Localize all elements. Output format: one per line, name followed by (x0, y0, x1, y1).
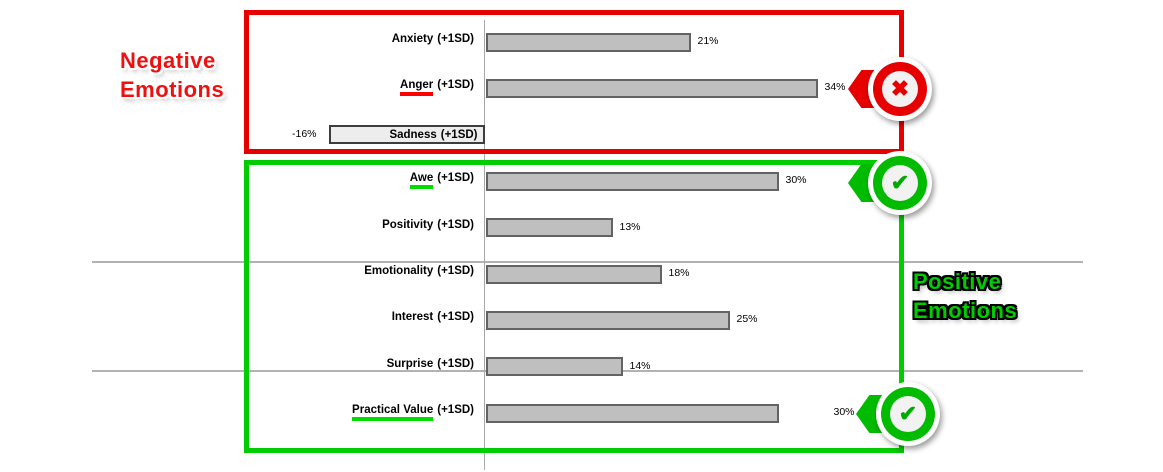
badge-circle: ✔ (873, 156, 927, 210)
value-label-interest: 25% (736, 313, 758, 326)
badge-ring: ✖ (868, 57, 932, 121)
category-label-interest: Interest (+1SD) (214, 311, 474, 323)
category-label-anxiety: Anxiety (+1SD) (214, 33, 474, 45)
value-label-practical-value: 30% (833, 406, 855, 419)
negative-title-line1: Negative (120, 48, 216, 73)
category-label-word: Anger (400, 79, 434, 97)
category-label-inside-bar: Sadness (+1SD) (389, 129, 477, 141)
category-label-word: Anxiety (391, 33, 434, 45)
category-label-emotionality: Emotionality (+1SD) (214, 265, 474, 277)
category-label-word: Positivity (382, 218, 434, 231)
negative-emotions-title: Negative Emotions (120, 46, 224, 104)
badge-circle: ✔ (881, 387, 935, 441)
category-label-anger: Anger (+1SD) (214, 79, 474, 97)
category-label-suffix: (+1SD) (440, 128, 478, 141)
category-label-suffix: (+1SD) (437, 265, 474, 277)
bar-awe (486, 171, 779, 191)
category-label-word: Surprise (386, 357, 434, 370)
positive-title-line1: Positive (913, 269, 1002, 294)
category-label-practical-value: Practical Value (+1SD) (214, 404, 474, 422)
value-label-awe: 30% (785, 174, 807, 187)
badge-inner-circle: ✔ (890, 396, 926, 432)
category-label-positivity: Positivity (+1SD) (214, 219, 474, 231)
value-label-anger: 34% (824, 81, 846, 94)
badge-ring: ✔ (868, 151, 932, 215)
positive-title-line2: Emotions (913, 298, 1018, 323)
approved-badge-awe: ✔ (848, 151, 934, 215)
approved-badge-practical-value: ✔ (856, 382, 942, 446)
badge-circle: ✖ (873, 62, 927, 116)
value-label-surprise: 14% (629, 359, 651, 372)
positive-emotions-title: Positive Emotions (913, 267, 1017, 325)
badge-ring: ✔ (876, 382, 940, 446)
category-label-awe: Awe (+1SD) (214, 172, 474, 190)
bar-sadness: Sadness (+1SD) (328, 125, 485, 145)
category-label-surprise: Surprise (+1SD) (214, 358, 474, 370)
gridline-upper (92, 261, 1083, 263)
category-label-suffix: (+1SD) (437, 172, 474, 185)
check-icon: ✔ (890, 170, 910, 195)
bar-practical-value (486, 403, 779, 423)
category-label-suffix: (+1SD) (437, 357, 474, 370)
value-label-anxiety: 21% (697, 35, 719, 47)
badge-inner-circle: ✖ (882, 71, 918, 107)
zero-axis-line (484, 20, 485, 470)
bar-emotionality (486, 264, 662, 284)
category-label-suffix: (+1SD) (437, 404, 474, 417)
check-icon: ✔ (898, 401, 918, 426)
category-label-word: Practical Value (352, 404, 434, 422)
category-label-word: Sadness (389, 128, 437, 141)
positive-emotions-box (244, 160, 904, 453)
bar-interest (486, 310, 730, 330)
value-label-emotionality: 18% (668, 267, 690, 279)
negative-title-line2: Emotions (120, 77, 225, 102)
badge-inner-circle: ✔ (882, 165, 918, 201)
category-label-suffix: (+1SD) (437, 79, 474, 92)
bar-positivity (486, 218, 613, 238)
x-icon: ✖ (890, 76, 910, 101)
value-label-sadness: -16% (291, 127, 317, 140)
category-label-suffix: (+1SD) (437, 218, 474, 231)
category-label-suffix: (+1SD) (437, 33, 474, 45)
bar-anxiety (486, 32, 691, 52)
bar-surprise (486, 357, 623, 377)
rejected-badge: ✖ (848, 57, 934, 121)
category-label-word: Emotionality (364, 265, 434, 277)
category-label-suffix: (+1SD) (437, 311, 474, 324)
bar-anger (486, 78, 818, 98)
category-label-word: Awe (409, 172, 434, 190)
category-label-word: Interest (391, 311, 434, 324)
value-label-positivity: 13% (619, 220, 641, 233)
